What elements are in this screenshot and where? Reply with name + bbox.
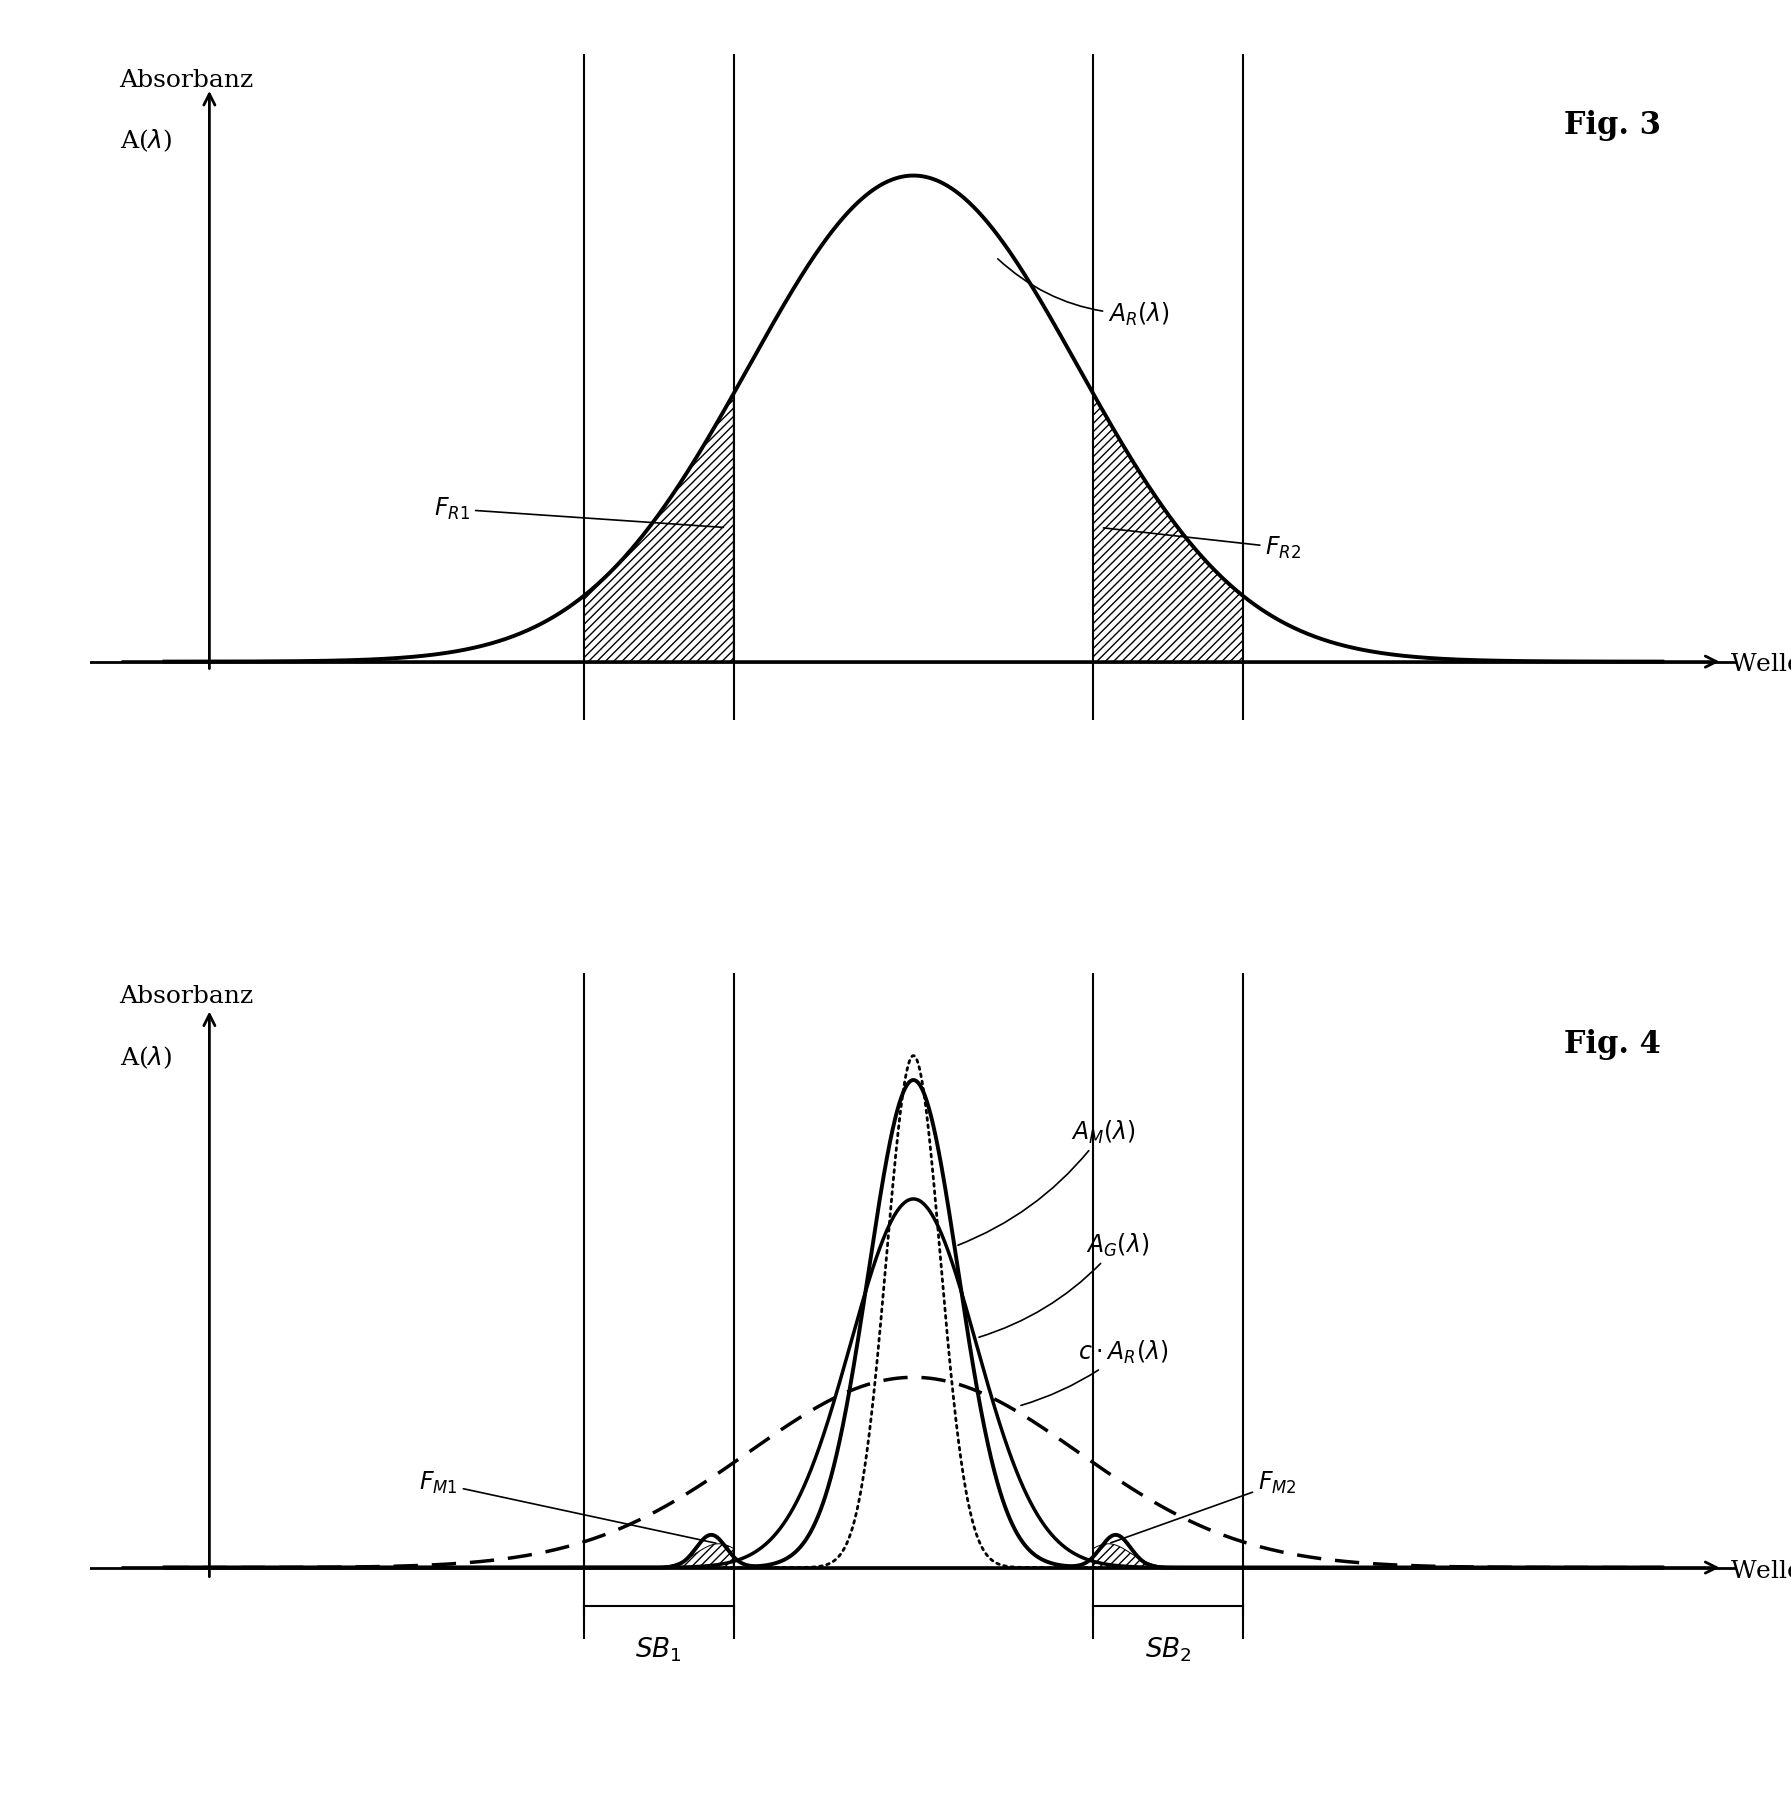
Text: $F_{M2}$: $F_{M2}$	[1110, 1470, 1297, 1543]
Text: $A_R(\lambda)$: $A_R(\lambda)$	[998, 259, 1170, 328]
Text: $SB_2$: $SB_2$	[1144, 1635, 1191, 1664]
Text: Fig. 4: Fig. 4	[1564, 1028, 1660, 1061]
Text: $F_{R1}$: $F_{R1}$	[433, 495, 724, 528]
Text: Fig. 3: Fig. 3	[1564, 110, 1662, 140]
Text: A($\lambda$): A($\lambda$)	[120, 126, 172, 153]
Text: Absorbanz: Absorbanz	[120, 985, 254, 1009]
Text: Absorbanz: Absorbanz	[120, 68, 254, 92]
Text: $F_{M1}$: $F_{M1}$	[419, 1470, 716, 1543]
Text: $A_G(\lambda)$: $A_G(\lambda)$	[980, 1232, 1148, 1336]
Text: $c \cdot A_R(\lambda)$: $c \cdot A_R(\lambda)$	[1021, 1338, 1168, 1405]
Text: A($\lambda$): A($\lambda$)	[120, 1045, 172, 1072]
Text: $SB_1$: $SB_1$	[636, 1635, 682, 1664]
Text: Wellenl$\ddot{a}$nge $\lambda$: Wellenl$\ddot{a}$nge $\lambda$	[1730, 648, 1791, 679]
Text: Wellenl$\ddot{a}$nge $\lambda$: Wellenl$\ddot{a}$nge $\lambda$	[1730, 1556, 1791, 1585]
Text: $F_{R2}$: $F_{R2}$	[1103, 528, 1302, 560]
Text: $A_M(\lambda)$: $A_M(\lambda)$	[958, 1118, 1135, 1244]
